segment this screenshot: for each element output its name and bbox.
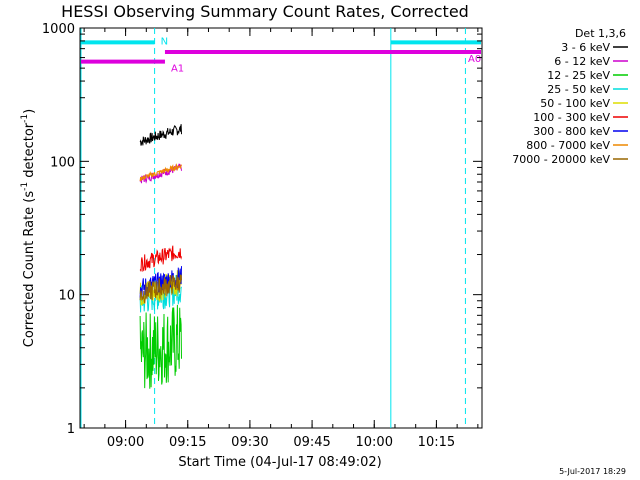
series-line [139,245,182,273]
y-axis-ticks: 1 10 100 1000 [42,22,482,437]
x-axis-label: Start Time (04-Jul-17 08:49:02) [178,455,381,470]
x-tick-label: 09:30 [231,435,268,450]
legend-entry: 100 - 300 keV [533,111,610,124]
series-group [139,124,182,389]
flag-label: N [161,36,168,47]
flag-label: A1 [171,64,184,75]
x-tick-label: 09:15 [169,435,206,450]
y-axis-label-sup: -1 [20,114,30,123]
y-axis-label: Corrected Count Rate (s-1 detector-1) [20,109,37,347]
legend-entry: 50 - 100 keV [540,97,610,110]
legend-entry: 6 - 12 keV [554,55,610,68]
y-tick-label: 10 [58,289,75,304]
legend-entry: 12 - 25 keV [547,69,610,82]
y-tick-label: 1 [67,422,75,437]
y-axis-label-sup: -1 [20,182,30,191]
plot-area: N A0 A1 09:00 09:15 09:30 09:45 10:00 10:15 1 10… [42,22,483,450]
vertical-markers [80,28,466,428]
x-tick-label: 10:15 [418,435,455,450]
y-axis-label-part: detector [22,122,37,182]
y-axis-label-part: ) [22,109,37,114]
plot-frame [79,27,483,429]
flag-bars: N A0 A1 [81,36,481,75]
y-axis-label-part: Corrected Count Rate (s [22,191,37,348]
x-tick-label: 10:00 [356,435,393,450]
y-tick-label: 1000 [42,22,75,37]
legend-entry: 25 - 50 keV [547,83,610,96]
footer-date: 5-Jul-2017 18:29 [559,467,626,476]
legend-entry: 3 - 6 keV [561,41,610,54]
series-line [139,163,182,184]
legend-entry: 7000 - 20000 keV [512,153,610,166]
series-line [139,124,182,146]
y-tick-label: 100 [50,155,75,170]
x-tick-label: 09:45 [293,435,330,450]
flag-label: A0 [468,54,481,65]
series-line [139,274,182,304]
x-tick-label: 09:00 [107,435,144,450]
chart-title: HESSI Observing Summary Count Rates, Cor… [61,2,469,21]
legend-entry: 300 - 800 keV [533,125,610,138]
series-line [139,304,182,389]
x-axis-ticks: 09:00 09:15 09:30 09:45 10:00 10:15 [83,28,479,450]
series-line [139,163,182,182]
legend-entry: 800 - 7000 keV [526,139,610,152]
legend-title: Det 1,3,6 [575,27,626,40]
